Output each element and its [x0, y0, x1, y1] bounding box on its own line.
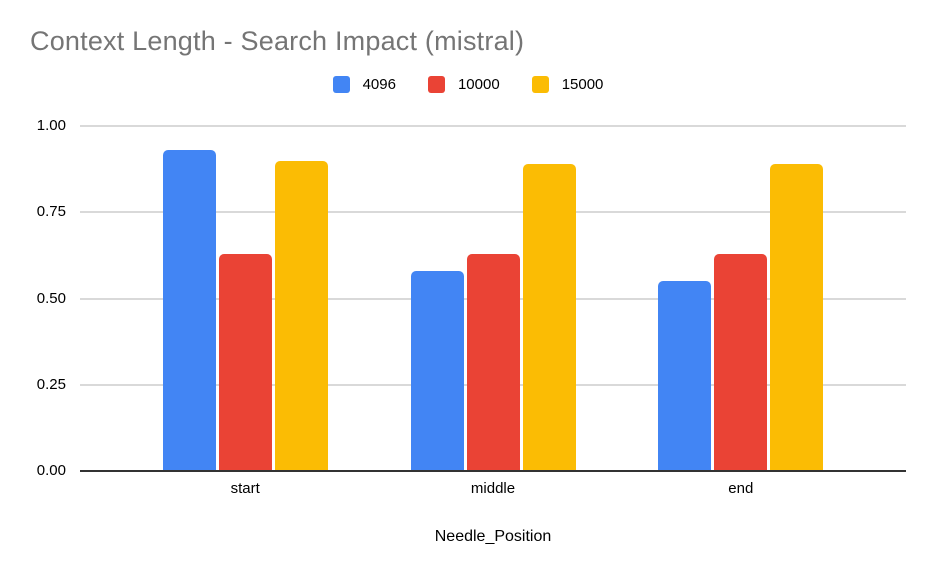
x-axis-line	[80, 470, 906, 472]
legend-label: 15000	[561, 76, 604, 93]
gridline	[80, 211, 906, 214]
legend-label: 10000	[457, 76, 500, 93]
x-tick-label-start: start	[230, 480, 260, 497]
legend-item-15000: 15000	[531, 76, 604, 93]
bar-15000-end	[770, 163, 824, 471]
bar-15000-middle	[522, 163, 576, 471]
bar-10000-start	[218, 253, 272, 471]
legend-swatch-icon	[531, 76, 549, 93]
plot-area	[80, 125, 906, 472]
x-tick-label-end: end	[728, 480, 754, 497]
bar-4096-middle	[410, 270, 464, 471]
y-tick-label: 0.75	[36, 203, 66, 221]
y-tick-label: 0.25	[36, 375, 66, 393]
bar-10000-middle	[466, 253, 520, 471]
legend-swatch-icon	[332, 76, 350, 93]
bar-10000-end	[714, 253, 768, 471]
chart-legend: 4096 10000 15000	[0, 76, 936, 93]
gridline	[80, 125, 906, 127]
y-tick-label: 1.00	[36, 117, 66, 134]
x-axis-title: Needle_Position	[434, 528, 552, 545]
x-tick-label-middle: middle	[470, 480, 516, 497]
bar-15000-start	[274, 160, 328, 471]
bar-4096-start	[162, 150, 216, 471]
chart-title: Context Length - Search Impact (mistral)	[30, 26, 525, 56]
y-tick-label: 0.50	[36, 289, 66, 307]
y-tick-label: 0.00	[36, 462, 66, 479]
legend-item-10000: 10000	[427, 76, 500, 93]
bar-4096-end	[658, 281, 712, 471]
legend-label: 4096	[362, 76, 396, 93]
legend-swatch-icon	[427, 76, 445, 93]
legend-item-4096: 4096	[332, 76, 396, 93]
